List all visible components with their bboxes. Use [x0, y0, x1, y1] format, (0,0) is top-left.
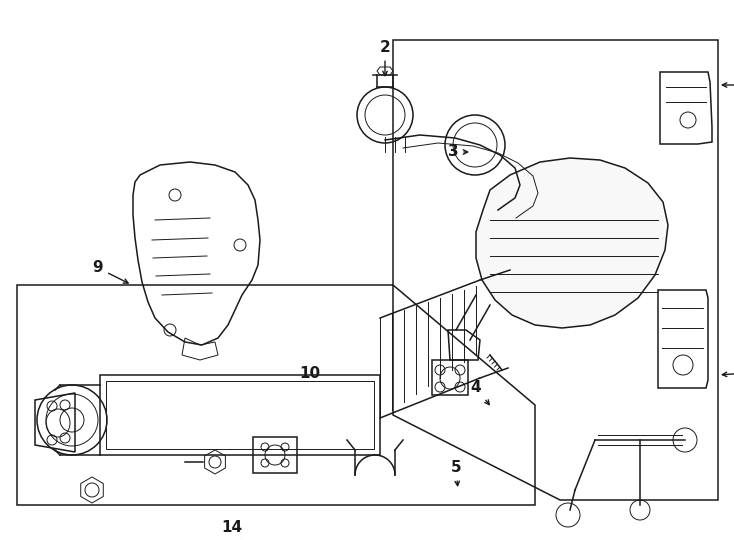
Text: 7: 7: [722, 350, 734, 376]
Text: 5: 5: [451, 461, 461, 485]
Text: 2: 2: [379, 40, 390, 76]
Text: 14: 14: [222, 521, 250, 540]
Text: 6: 6: [722, 78, 734, 92]
Text: 4: 4: [470, 381, 490, 404]
Polygon shape: [476, 158, 668, 328]
Text: 9: 9: [92, 260, 128, 283]
Text: 10: 10: [299, 366, 321, 381]
Text: 3: 3: [448, 145, 468, 159]
